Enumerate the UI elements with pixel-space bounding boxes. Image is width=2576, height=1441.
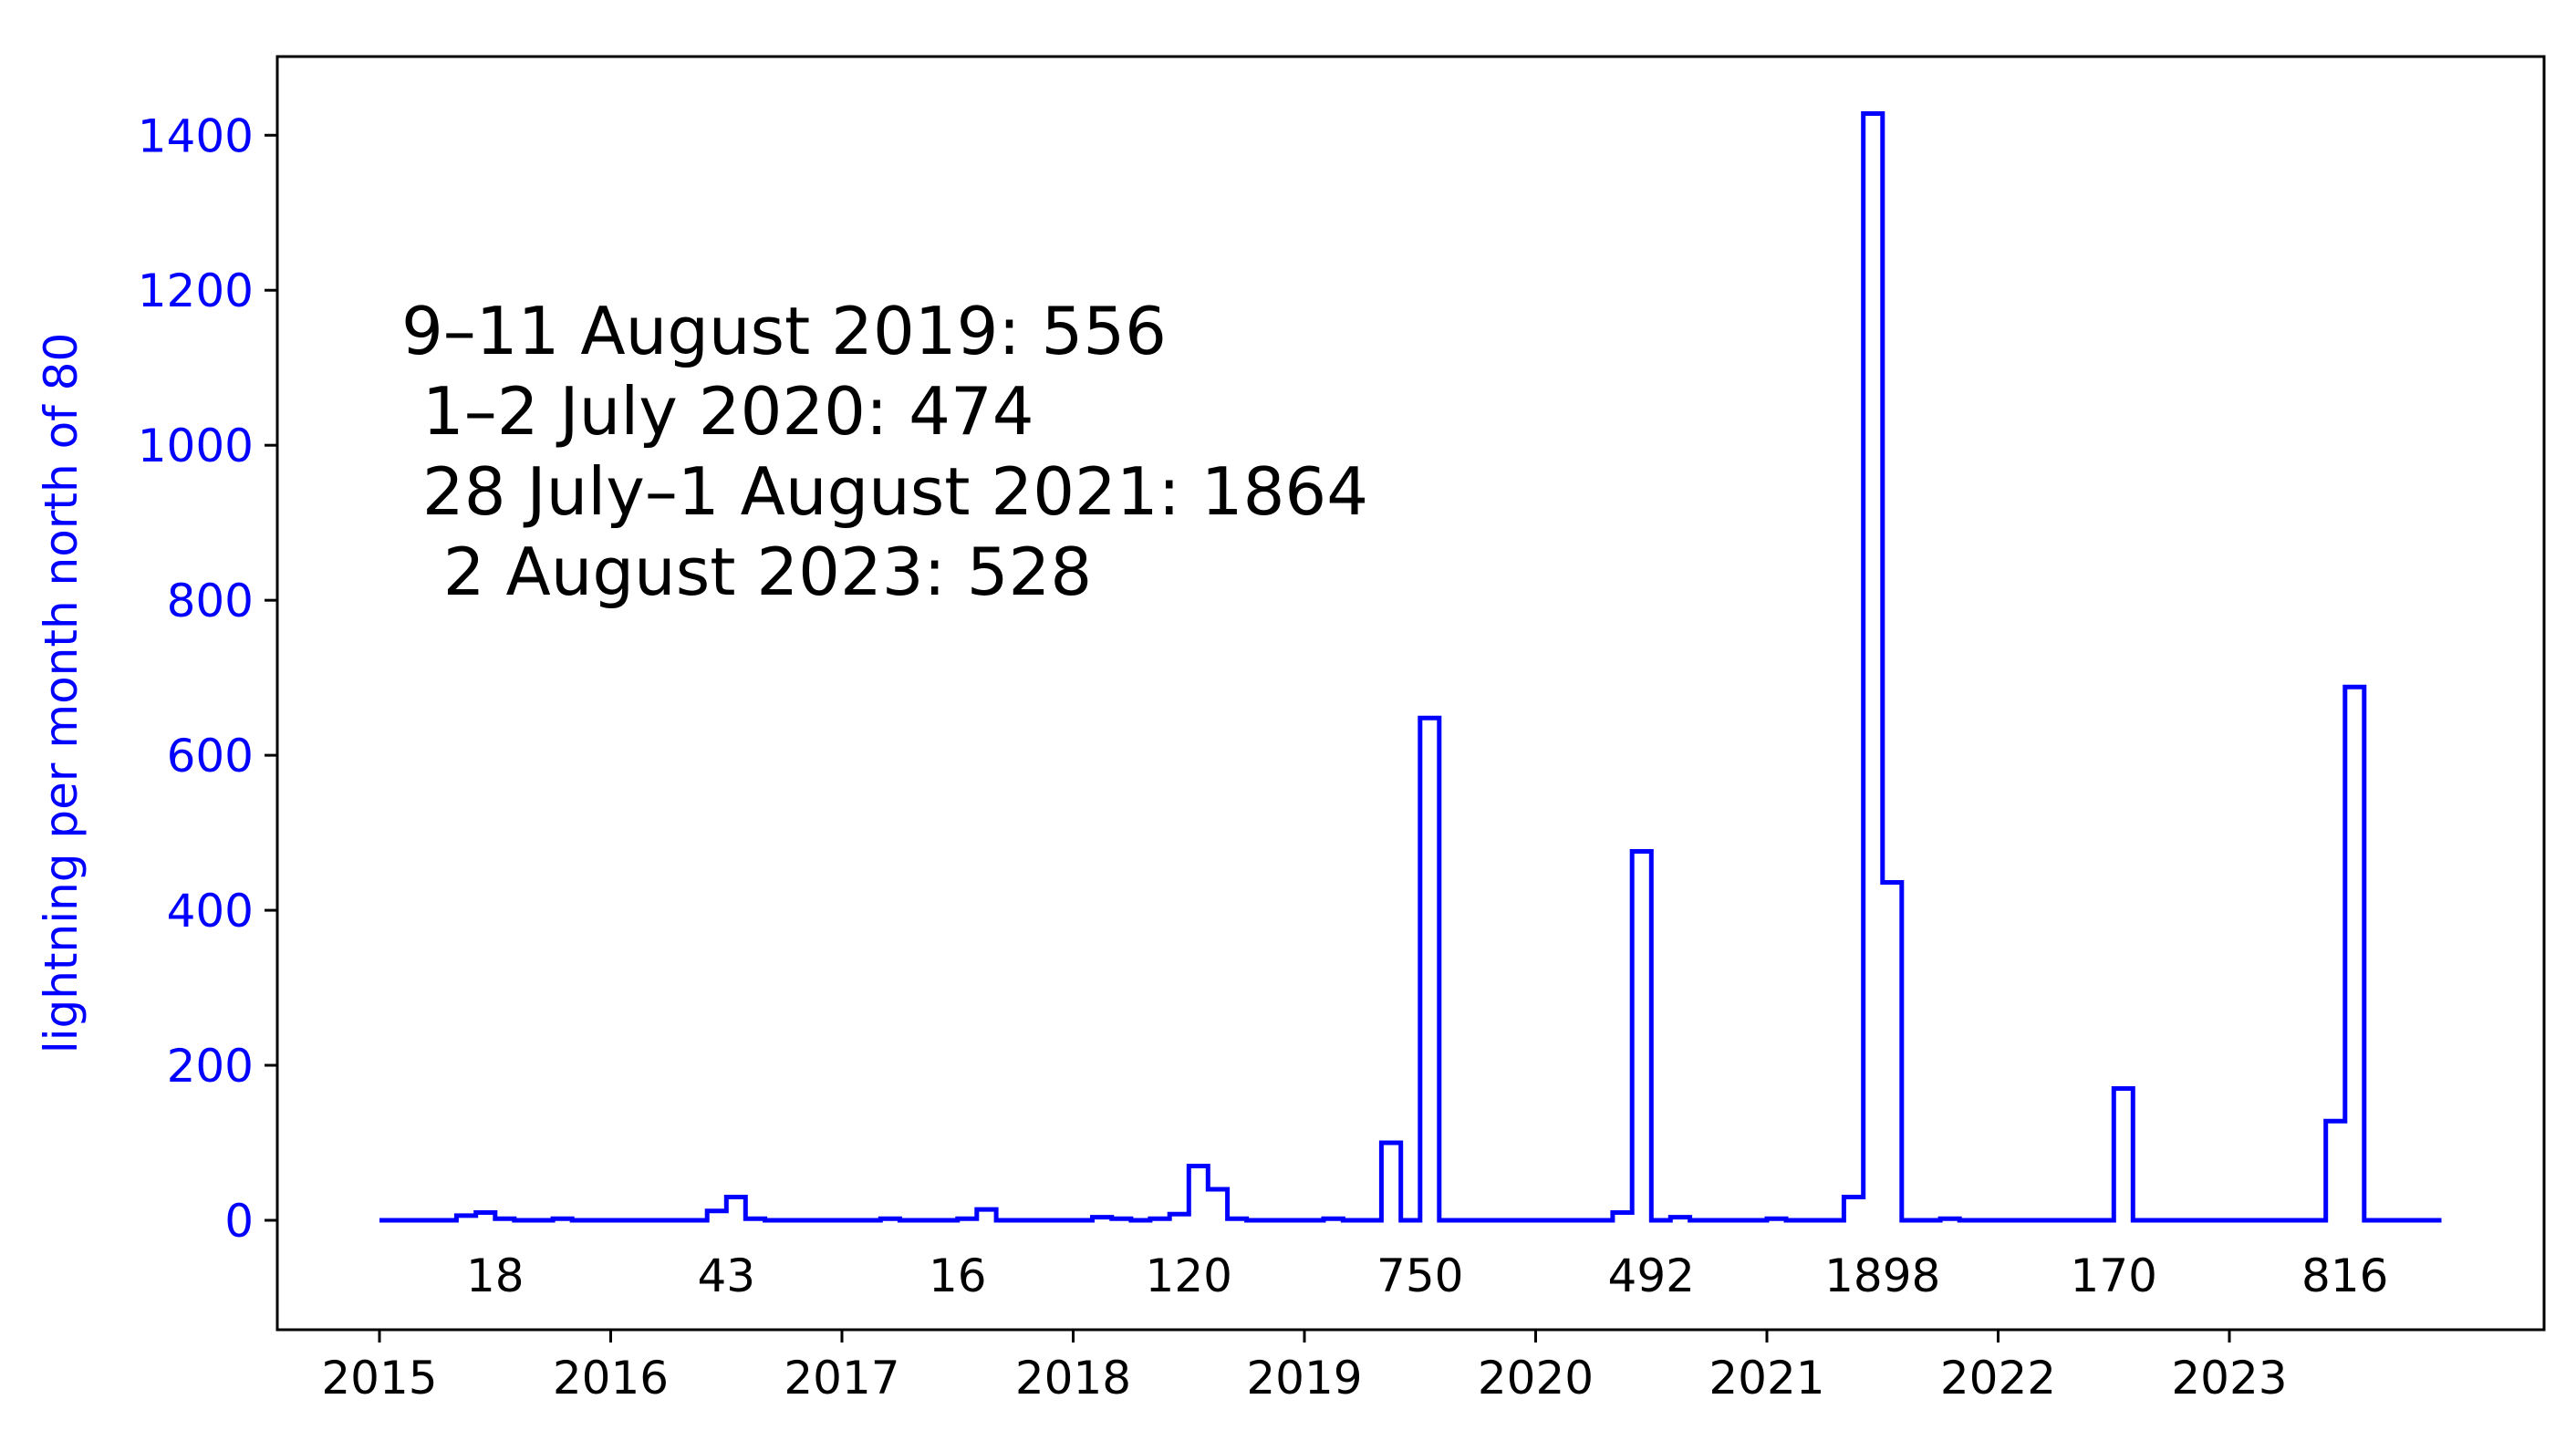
period-total-label: 750 <box>1376 1249 1463 1302</box>
period-total-label: 816 <box>2301 1249 2388 1302</box>
period-total-label: 120 <box>1146 1249 1232 1302</box>
x-tick-label: 2018 <box>1015 1352 1131 1405</box>
annotation-line: 1–2 July 2020: 474 <box>401 373 1034 450</box>
series-layer <box>379 111 2442 1223</box>
y-tick-label: 200 <box>167 1040 254 1093</box>
annotation-line: 9–11 August 2019: 556 <box>401 293 1167 369</box>
series-line-0 <box>379 111 2442 1223</box>
y-tick-label: 600 <box>167 730 254 783</box>
y-axis-ticks: 0 200 400 600 800 1000 1200 1400 <box>138 109 277 1248</box>
plot-frame <box>275 55 2546 1332</box>
x-tick-label: 2019 <box>1246 1352 1362 1405</box>
x-axis-ticks: 2015 2016 2017 2018 2019 2020 2021 2022 2023 <box>321 1330 2288 1405</box>
y-tick-label: 1000 <box>138 420 254 472</box>
y-tick-label: 0 <box>224 1195 254 1248</box>
period-total-label: 170 <box>2071 1249 2157 1302</box>
y-tick-label: 800 <box>167 575 254 627</box>
x-tick-label: 2020 <box>1478 1352 1594 1405</box>
period-total-label: 43 <box>697 1249 755 1302</box>
x-tick-label: 2022 <box>1940 1352 2056 1405</box>
y-tick-label: 400 <box>167 885 254 938</box>
x-tick-label: 2017 <box>784 1352 899 1405</box>
period-total-label: 492 <box>1608 1249 1695 1302</box>
annotation-block: 9–11 August 2019: 556 1–2 July 2020: 474… <box>401 293 1368 610</box>
annotation-line: 2 August 2023: 528 <box>401 534 1092 610</box>
x-tick-label: 2021 <box>1709 1352 1824 1405</box>
period-total-label: 1898 <box>1824 1249 1940 1302</box>
y-axis-label: lightning per month north of 80 <box>35 333 88 1054</box>
period-total-labels: 18 43 16 120 750 492 1898 170 816 <box>466 1249 2389 1302</box>
x-tick-label: 2015 <box>321 1352 437 1405</box>
y-tick-label: 1400 <box>138 109 254 162</box>
x-tick-label: 2023 <box>2171 1352 2287 1405</box>
period-total-label: 18 <box>466 1249 525 1302</box>
period-total-label: 16 <box>929 1249 987 1302</box>
annotation-line: 28 July–1 August 2021: 1864 <box>401 453 1368 530</box>
y-tick-label: 1200 <box>138 264 254 317</box>
x-tick-label: 2016 <box>553 1352 669 1405</box>
